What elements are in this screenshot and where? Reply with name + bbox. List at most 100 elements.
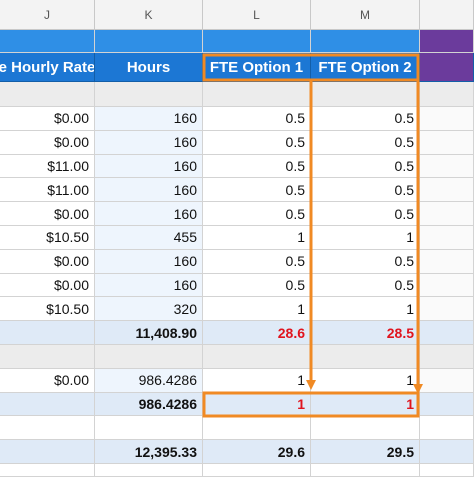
cell: FTE Option 2 <box>311 53 420 82</box>
cell <box>311 464 420 477</box>
cell: 160 <box>95 249 203 274</box>
cell <box>203 30 311 53</box>
cell: 29.5 <box>311 440 420 464</box>
cell <box>0 321 95 345</box>
cell: 1 <box>203 297 311 322</box>
cell: 1 <box>203 392 311 417</box>
cell: $10.50 <box>0 297 95 322</box>
cell: $10.50 <box>0 226 95 250</box>
cell: $11.00 <box>0 154 95 179</box>
cell: 160 <box>95 178 203 203</box>
cell: 455 <box>95 226 203 250</box>
cell: 0.5 <box>311 178 420 203</box>
cell: 12,395.33 <box>95 440 203 464</box>
cell: 0.5 <box>311 130 420 155</box>
cell: $0.00 <box>0 249 95 274</box>
cell: 28.5 <box>311 321 420 345</box>
cell <box>0 464 95 477</box>
cell: 0.5 <box>203 130 311 155</box>
cell <box>420 249 474 274</box>
cell: $0.00 <box>0 130 95 155</box>
cell <box>0 392 95 417</box>
cell: 0.5 <box>311 107 420 131</box>
cell: 0.5 <box>311 154 420 179</box>
cell: 160 <box>95 107 203 131</box>
cell <box>420 273 474 298</box>
cell: 28.6 <box>203 321 311 345</box>
cell: 0.5 <box>203 249 311 274</box>
cell <box>420 107 474 131</box>
cell <box>0 440 95 464</box>
cell <box>95 416 203 441</box>
cell: 0.5 <box>311 249 420 274</box>
cell <box>0 345 95 369</box>
cell <box>95 30 203 53</box>
cell: 986.4286 <box>95 368 203 393</box>
cell <box>311 30 420 53</box>
cell: 29.6 <box>203 440 311 464</box>
cell <box>203 416 311 441</box>
cell: $0.00 <box>0 107 95 131</box>
cell: M <box>311 0 420 30</box>
cell: 986.4286 <box>95 392 203 417</box>
cell <box>420 178 474 203</box>
cell <box>420 464 474 477</box>
cell: 1 <box>311 392 420 417</box>
cell <box>311 416 420 441</box>
cell: $0.00 <box>0 202 95 226</box>
cell <box>420 226 474 250</box>
cell: 1 <box>203 226 311 250</box>
cell: 160 <box>95 154 203 179</box>
cell: FTE Option 1 <box>203 53 311 82</box>
cell <box>420 297 474 322</box>
cell: L <box>203 0 311 30</box>
cell <box>420 82 474 107</box>
cell: $0.00 <box>0 273 95 298</box>
cell: 11,408.90 <box>95 321 203 345</box>
cell: e Hourly Rate <box>0 53 95 82</box>
cell <box>420 154 474 179</box>
cell: 1 <box>311 368 420 393</box>
cell: 160 <box>95 273 203 298</box>
cell <box>420 202 474 226</box>
cell: 0.5 <box>203 107 311 131</box>
cell: 0.5 <box>203 273 311 298</box>
cell: 0.5 <box>203 154 311 179</box>
cell <box>420 321 474 345</box>
cell <box>420 368 474 393</box>
cell: 320 <box>95 297 203 322</box>
cell <box>0 416 95 441</box>
cell: 160 <box>95 130 203 155</box>
cell <box>420 345 474 369</box>
cell: Hours <box>95 53 203 82</box>
cell: 0.5 <box>203 202 311 226</box>
cell <box>203 82 311 107</box>
cell: 160 <box>95 202 203 226</box>
cell: 1 <box>311 297 420 322</box>
cell <box>203 464 311 477</box>
cell <box>420 130 474 155</box>
cell: 0.5 <box>311 273 420 298</box>
cell: $0.00 <box>0 368 95 393</box>
cell <box>420 392 474 417</box>
cell: K <box>95 0 203 30</box>
cell <box>95 82 203 107</box>
cell: $11.00 <box>0 178 95 203</box>
cell <box>420 53 474 82</box>
cell <box>0 30 95 53</box>
cell: 1 <box>311 226 420 250</box>
cell <box>311 82 420 107</box>
cell <box>203 345 311 369</box>
cell: 0.5 <box>203 178 311 203</box>
cell <box>420 440 474 464</box>
cell <box>420 416 474 441</box>
cell <box>420 30 474 53</box>
cell <box>420 0 474 30</box>
cell: 0.5 <box>311 202 420 226</box>
cell <box>95 464 203 477</box>
cell <box>311 345 420 369</box>
cell <box>0 82 95 107</box>
cell <box>95 345 203 369</box>
cell: J <box>0 0 95 30</box>
